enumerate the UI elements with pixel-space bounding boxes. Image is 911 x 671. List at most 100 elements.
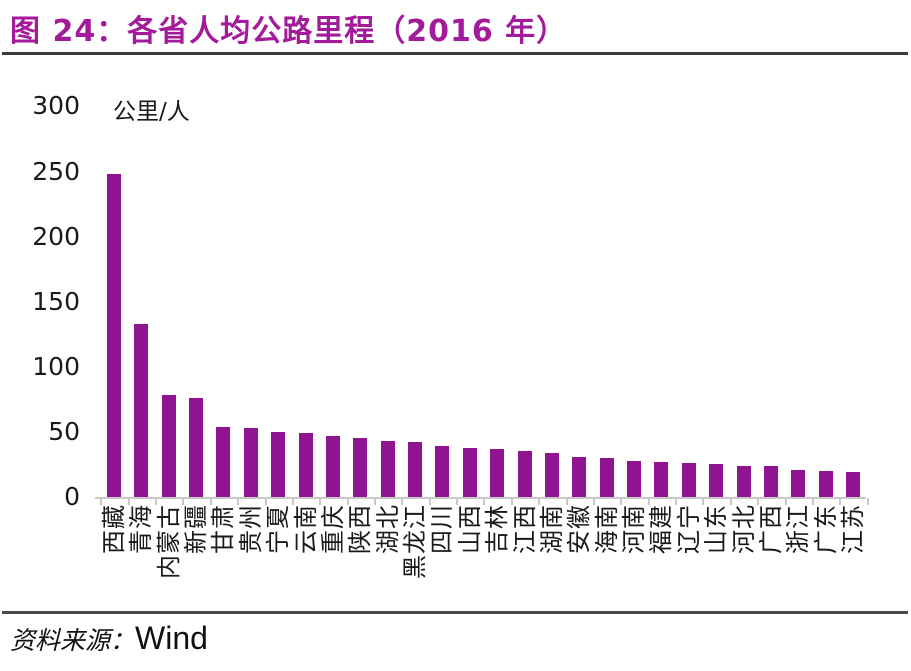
y-axis-unit-label: 公里/人 xyxy=(113,99,190,125)
bar-26 xyxy=(791,469,806,497)
x-axis-tick xyxy=(291,498,294,505)
x-category-label: 浙江 xyxy=(784,504,813,554)
figure-title: 图 24：各省人均公路里程（2016 年） xyxy=(10,14,568,49)
bar-13 xyxy=(435,446,450,497)
title-divider xyxy=(2,52,908,55)
footer-divider xyxy=(2,611,908,614)
bar-17 xyxy=(544,452,559,497)
bar-8 xyxy=(298,433,313,497)
x-axis-tick xyxy=(757,498,760,505)
x-category-label: 新疆 xyxy=(182,504,211,554)
x-axis-tick xyxy=(620,498,623,505)
bar-21 xyxy=(654,461,669,497)
y-tick-label: 300 xyxy=(32,91,80,121)
x-category-label: 内蒙古 xyxy=(154,504,183,579)
x-axis-tick xyxy=(401,498,404,505)
x-category-label: 云南 xyxy=(291,504,320,554)
x-axis-tick xyxy=(428,498,431,505)
x-category-label: 广东 xyxy=(811,504,840,554)
x-category-label: 山西 xyxy=(455,504,484,554)
bar-3 xyxy=(161,395,176,497)
bar-4 xyxy=(189,398,204,497)
x-axis-tick xyxy=(456,498,459,505)
bar-20 xyxy=(627,460,642,497)
bar-14 xyxy=(462,447,477,497)
x-category-label: 黑龙江 xyxy=(401,504,430,579)
y-tick-label: 250 xyxy=(32,156,80,186)
x-axis-tick xyxy=(565,498,568,505)
bar-15 xyxy=(490,448,505,497)
y-tick-label: 200 xyxy=(32,221,80,251)
x-axis-tick xyxy=(100,498,103,505)
x-axis-tick xyxy=(346,498,349,505)
x-category-label: 四川 xyxy=(428,504,457,554)
x-category-label: 重庆 xyxy=(318,504,347,554)
x-category-label: 江苏 xyxy=(838,504,867,554)
x-axis-tick xyxy=(675,498,678,505)
x-axis-tick xyxy=(538,498,541,505)
bar-2 xyxy=(134,323,149,497)
x-category-label: 西藏 xyxy=(100,504,128,554)
x-axis-tick xyxy=(702,498,705,505)
bar-19 xyxy=(599,457,614,497)
x-category-label: 海南 xyxy=(592,504,621,554)
x-axis-tick xyxy=(155,498,158,505)
bar-18 xyxy=(572,456,587,497)
x-axis-line xyxy=(95,497,866,499)
source-value: Wind xyxy=(135,620,208,656)
x-category-label: 宁夏 xyxy=(264,504,293,554)
bar-16 xyxy=(517,451,532,497)
x-axis-tick xyxy=(182,498,185,505)
x-axis-tick xyxy=(784,498,787,505)
x-axis-tick xyxy=(647,498,650,505)
x-axis-tick xyxy=(209,498,212,505)
x-axis-tick xyxy=(127,498,130,505)
bar-11 xyxy=(380,441,395,497)
source-note: 资料来源：Wind xyxy=(10,620,208,657)
x-category-label: 河北 xyxy=(729,504,758,554)
y-tick-label: 0 xyxy=(64,482,80,511)
x-category-label: 辽宁 xyxy=(674,504,703,554)
x-axis-tick xyxy=(839,498,842,505)
bar-12 xyxy=(408,442,423,497)
bar-5 xyxy=(216,426,231,497)
x-category-label: 河南 xyxy=(620,504,649,554)
y-tick-label: 50 xyxy=(48,416,80,446)
bar-7 xyxy=(271,431,286,497)
x-axis-tick xyxy=(264,498,267,505)
x-category-label: 陕西 xyxy=(346,504,375,554)
x-category-label: 甘肃 xyxy=(209,504,238,554)
x-axis-tick xyxy=(374,498,376,505)
bar-28 xyxy=(845,472,860,497)
bar-25 xyxy=(763,465,778,497)
bar-1 xyxy=(107,174,121,497)
x-axis-tick xyxy=(483,498,486,505)
bar-23 xyxy=(709,464,724,497)
x-category-label: 湖北 xyxy=(373,504,402,554)
bar-27 xyxy=(818,470,833,497)
x-axis-tick xyxy=(510,498,513,505)
bar-6 xyxy=(243,428,258,497)
bar-24 xyxy=(736,465,751,497)
x-category-label: 江西 xyxy=(510,504,539,554)
x-category-label: 青海 xyxy=(127,504,156,554)
bar-9 xyxy=(325,435,340,497)
x-axis-tick xyxy=(811,498,814,505)
bar-10 xyxy=(353,438,368,497)
y-tick-label: 150 xyxy=(32,286,80,316)
x-category-label: 湖南 xyxy=(537,504,566,554)
x-axis-tick xyxy=(866,498,869,505)
x-category-label: 贵州 xyxy=(236,504,265,554)
source-label: 资料来源： xyxy=(10,628,136,655)
x-axis-tick xyxy=(729,498,732,505)
x-category-label: 吉林 xyxy=(483,504,512,554)
x-category-label: 广西 xyxy=(756,504,785,554)
x-category-label: 山东 xyxy=(702,504,731,554)
x-category-label: 安徽 xyxy=(565,504,594,554)
x-axis-tick xyxy=(319,498,322,505)
y-tick-label: 100 xyxy=(32,351,80,381)
x-axis-tick xyxy=(592,498,595,505)
x-category-label: 福建 xyxy=(647,504,676,554)
x-axis-tick xyxy=(237,498,240,505)
